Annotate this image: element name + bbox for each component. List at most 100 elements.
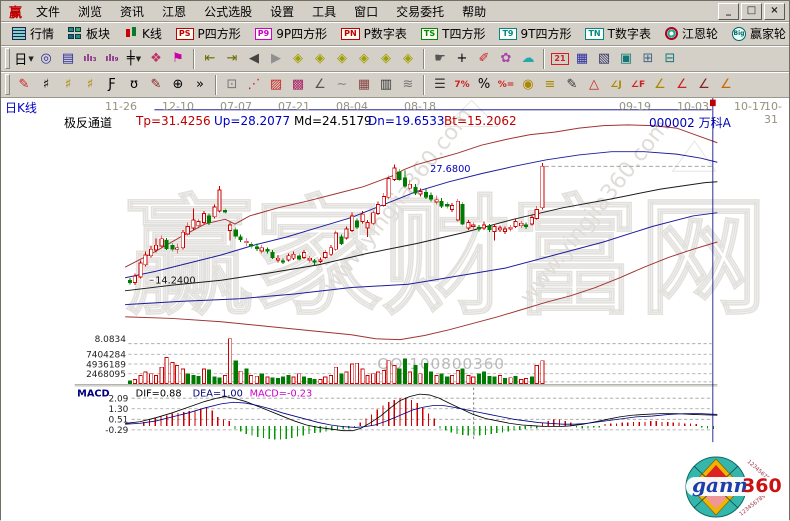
- levels-button[interactable]: ☰: [429, 74, 451, 95]
- three-bars-button[interactable]: ılı₃: [79, 48, 101, 69]
- gold-levels-button[interactable]: ≡: [539, 74, 561, 95]
- memo-button[interactable]: ▧: [593, 48, 615, 69]
- percent7-button[interactable]: 7%: [451, 74, 473, 95]
- prev-button[interactable]: ◀: [243, 48, 265, 69]
- restore-button[interactable]: □: [741, 2, 762, 20]
- menu-item-3[interactable]: 江恩: [162, 4, 187, 19]
- menu-item-5[interactable]: 设置: [270, 4, 295, 19]
- menu-item-7[interactable]: 窗口: [354, 4, 379, 19]
- x-axis-date: 08-04: [336, 100, 368, 113]
- mode-quote-button[interactable]: 行情: [5, 23, 61, 44]
- dynamic-screen-button[interactable]: ◎: [35, 48, 57, 69]
- gold-ruler-button[interactable]: ♯: [57, 74, 79, 95]
- gann-wheel-icon: [664, 27, 678, 40]
- mode-kline-button[interactable]: K线: [117, 23, 169, 44]
- gold-angle-button[interactable]: ∠: [649, 74, 671, 95]
- close-button[interactable]: ×: [764, 2, 785, 20]
- gann-grid-button[interactable]: ▩: [287, 74, 309, 95]
- win-angle-button[interactable]: ∠: [693, 74, 715, 95]
- mark-pencil-button[interactable]: ✎: [561, 74, 583, 95]
- export-button[interactable]: ⊟: [659, 48, 681, 69]
- columns-button[interactable]: ▥: [375, 74, 397, 95]
- calculator-icon: ▦: [575, 51, 589, 66]
- volume-bar: [297, 373, 302, 384]
- zoom-in-button[interactable]: ◈: [309, 48, 331, 69]
- period-day-button[interactable]: 日 ▼: [13, 48, 35, 69]
- candle-body: [365, 222, 370, 229]
- toolbar-drag-handle[interactable]: [5, 74, 10, 95]
- candle-body: [476, 226, 482, 230]
- angle-pencil-button[interactable]: ✎: [145, 74, 167, 95]
- mode-9p-square-button[interactable]: P9 9P四方形: [248, 23, 334, 44]
- menu-item-4[interactable]: 公式选股: [204, 4, 253, 19]
- next-button[interactable]: ▶: [265, 48, 287, 69]
- mode-sector-button[interactable]: 板块: [61, 23, 117, 44]
- pencil-button[interactable]: ✎: [13, 74, 35, 95]
- crosshair-button[interactable]: +: [451, 48, 473, 69]
- chart-pane[interactable]: 日K线 11-26 12-10 07-07 07-21 08-04 08-18 09-19 1…: [1, 97, 789, 521]
- zoom-out-button[interactable]: ◈: [287, 48, 309, 69]
- grid-ruler-button[interactable]: ♯: [35, 74, 57, 95]
- candle-style-button[interactable]: ╪ ▼: [123, 48, 145, 69]
- mode-t-square-button[interactable]: TS T四方形: [414, 23, 493, 44]
- speed-angle-button[interactable]: ∠: [671, 74, 693, 95]
- spiral-button[interactable]: ʊ: [123, 74, 145, 95]
- flag-marker-button[interactable]: ✐: [473, 48, 495, 69]
- menu-item-8[interactable]: 交易委托: [396, 4, 445, 19]
- cloud-button[interactable]: ☁: [517, 48, 539, 69]
- fan-tool-button[interactable]: ⋰: [243, 74, 265, 95]
- channel-tool-button[interactable]: ≋: [397, 74, 419, 95]
- last-page-button[interactable]: ⇥: [221, 48, 243, 69]
- shrink-h-button[interactable]: ◈: [353, 48, 375, 69]
- save-button[interactable]: ▣: [615, 48, 637, 69]
- shrink-v-button[interactable]: ◈: [397, 48, 419, 69]
- calendar-button[interactable]: 21: [549, 48, 571, 69]
- rect-tool-button[interactable]: ⊡: [221, 74, 243, 95]
- gold-ruler2-button[interactable]: ♯: [79, 74, 101, 95]
- menu-item-2[interactable]: 资讯: [120, 4, 145, 19]
- first-page-button[interactable]: ⇤: [199, 48, 221, 69]
- mode-gann-wheel-button[interactable]: 江恩轮: [658, 23, 725, 44]
- stretch-v-button[interactable]: ◈: [375, 48, 397, 69]
- minimize-button[interactable]: _: [718, 2, 739, 20]
- mode-9t-square-button[interactable]: T9 9T四方形: [492, 23, 578, 44]
- volume-bar: [481, 371, 486, 384]
- candle-body: [466, 222, 471, 229]
- menu-item-0[interactable]: 文件: [36, 4, 61, 19]
- candle-body: [280, 260, 285, 263]
- hand-tool-button[interactable]: ☛: [429, 48, 451, 69]
- mode-p-table-button[interactable]: PN P数字表: [334, 23, 414, 44]
- trend-angle-button[interactable]: ∠: [309, 74, 331, 95]
- fib-ruler-button[interactable]: Ƒ: [101, 74, 123, 95]
- capture-button[interactable]: ⊞: [637, 48, 659, 69]
- calculator-button[interactable]: ▦: [571, 48, 593, 69]
- matrix-button[interactable]: ▦: [353, 74, 375, 95]
- f10-report-button[interactable]: ▤: [57, 48, 79, 69]
- stretch-h-button[interactable]: ◈: [331, 48, 353, 69]
- nine-bars-button[interactable]: ılı₉: [101, 48, 123, 69]
- gann-wheel-small-button[interactable]: ⊕: [167, 74, 189, 95]
- gold-section-button[interactable]: ◉: [517, 74, 539, 95]
- mode-p-square-button[interactable]: PS P四方形: [169, 23, 248, 44]
- menu-item-6[interactable]: 工具: [312, 4, 337, 19]
- f-angle-button[interactable]: ∠F: [627, 74, 649, 95]
- percent-levels-button[interactable]: %=: [495, 74, 517, 95]
- more-tools-button[interactable]: »: [189, 74, 211, 95]
- wave-tool-button[interactable]: ~: [331, 74, 353, 95]
- wave-ruler-button[interactable]: △: [583, 74, 605, 95]
- pattern-button[interactable]: ❖: [145, 48, 167, 69]
- candle-body: [428, 195, 434, 200]
- fractal-button[interactable]: ✿: [495, 48, 517, 69]
- toolbar-drag-handle[interactable]: [5, 48, 10, 69]
- percent-button[interactable]: %: [473, 74, 495, 95]
- menu-item-1[interactable]: 浏览: [78, 4, 103, 19]
- gann-box-button[interactable]: ▨: [265, 74, 287, 95]
- j-angle-button[interactable]: ∠J: [605, 74, 627, 95]
- volume-bar: [413, 365, 418, 384]
- mode-t-table-button[interactable]: TN T数字表: [578, 23, 658, 44]
- mode-winner-wheel-button[interactable]: Big 赢家轮: [725, 23, 790, 44]
- multiflag-button[interactable]: ⚑: [167, 48, 189, 69]
- four-angle-button[interactable]: ∠: [715, 74, 737, 95]
- menu-item-9[interactable]: 帮助: [462, 4, 487, 19]
